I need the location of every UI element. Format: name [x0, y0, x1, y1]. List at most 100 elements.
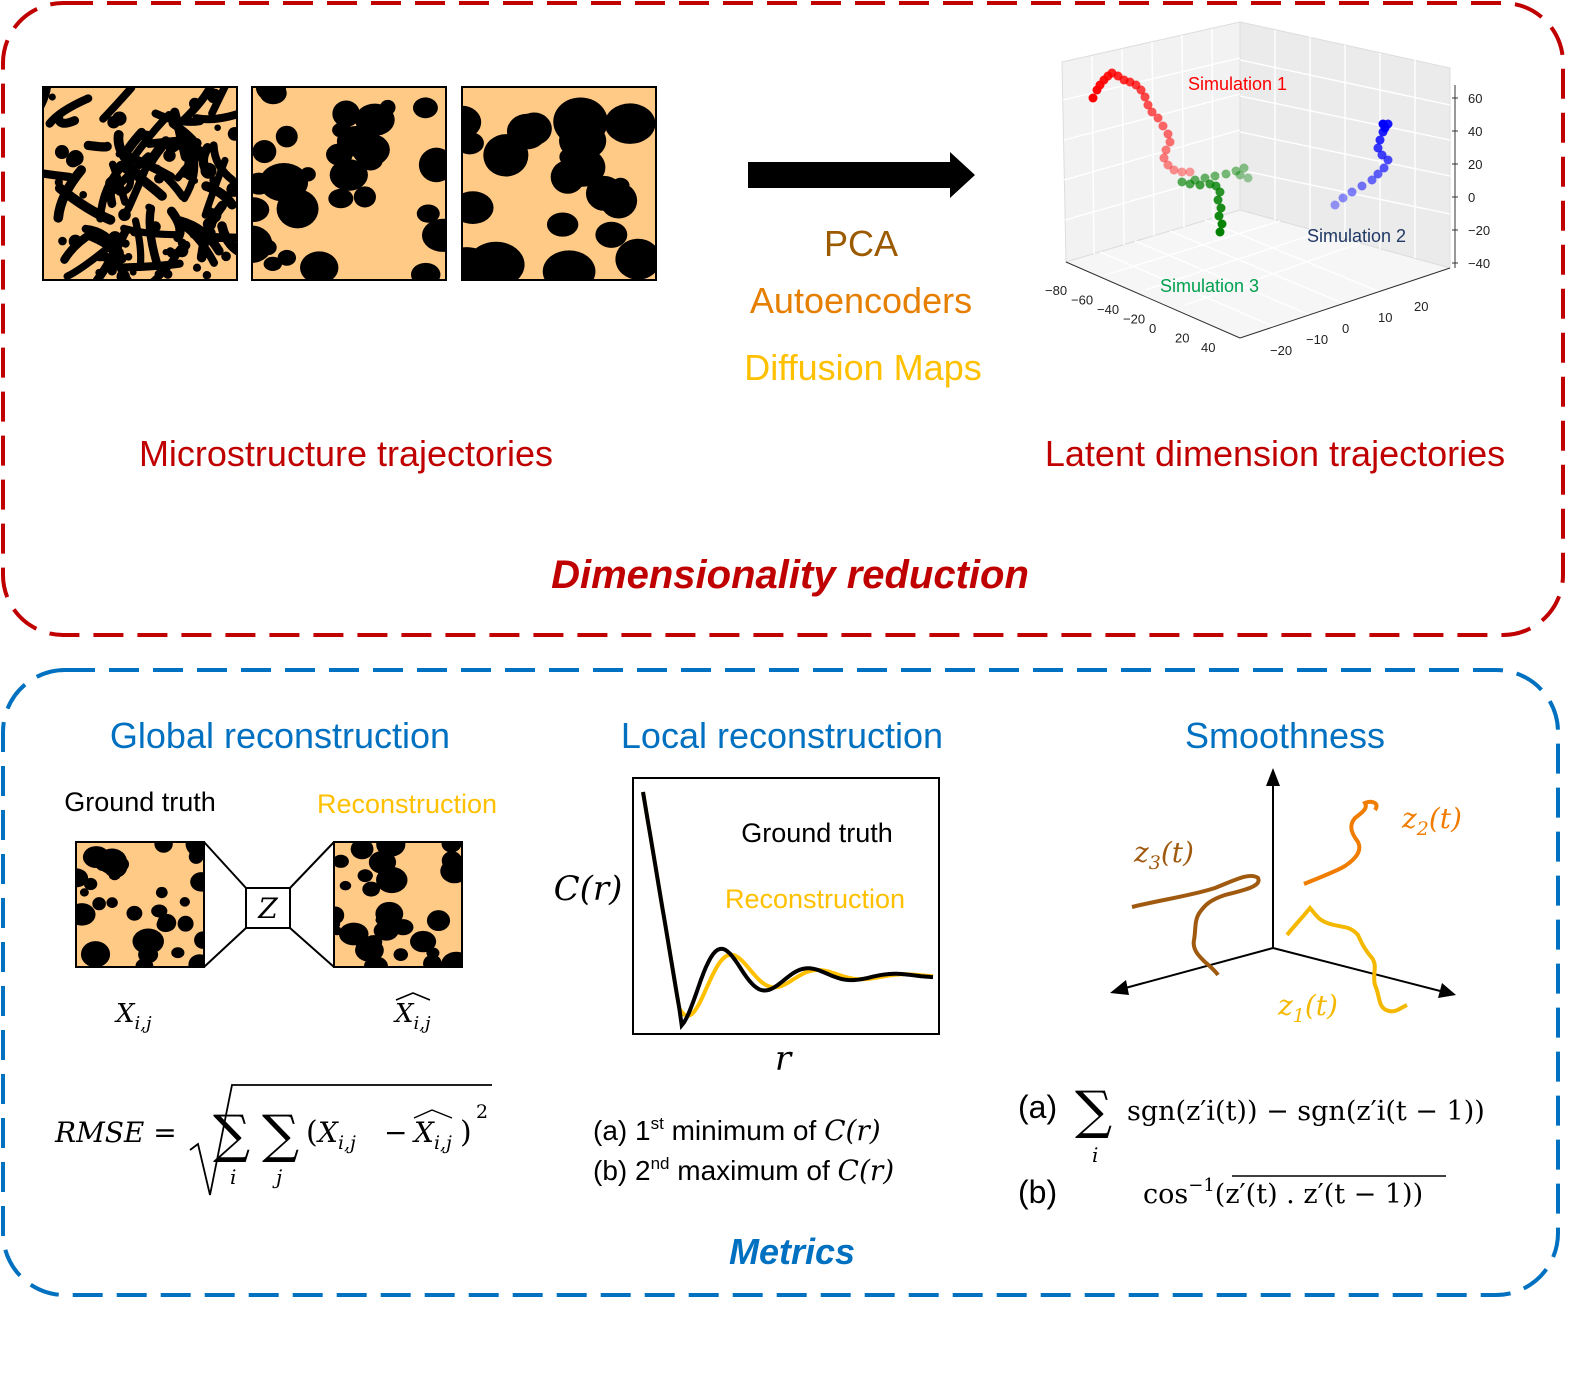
z2-label: z2(t): [1401, 802, 1462, 840]
microstructure-blob: [54, 145, 69, 160]
microstructure-blob: [179, 897, 190, 907]
x-tick-label: 20: [1175, 331, 1189, 346]
method-pca: PCA: [824, 223, 898, 264]
trajectory-point: [1347, 187, 1357, 197]
microstructure-blob: [208, 87, 229, 118]
microstructure-blob: [462, 191, 494, 224]
microstructure-blob: [154, 842, 173, 853]
trajectory-point: [1210, 171, 1220, 181]
microstructure-blob: [351, 133, 390, 166]
microstructure-blob: [163, 149, 176, 162]
microstructure-blob: [126, 905, 143, 921]
trajectory-point: [1163, 129, 1173, 139]
simulation-3-label: Simulation 3: [1160, 276, 1259, 296]
microstructure-blob: [192, 263, 202, 272]
microstructure-blob: [118, 208, 131, 222]
microstructure-blob: [124, 252, 133, 261]
svg-text:(: (: [306, 1115, 318, 1150]
microstructure-blob: [226, 182, 237, 197]
z-tick-label: 40: [1468, 124, 1482, 139]
x-ij-label: Xi,j: [114, 999, 152, 1034]
microstructure-image-2: [251, 86, 447, 281]
microstructure-blob: [83, 877, 98, 891]
trajectory-point: [1216, 203, 1226, 213]
microstructure-blob: [275, 125, 298, 148]
microstructure-blob: [154, 173, 165, 184]
microstructure-blob: [421, 218, 446, 252]
microstructure-blob: [441, 951, 462, 967]
microstructure-blob: [413, 97, 438, 119]
svg-text:Xi,j: Xi,j: [412, 1116, 452, 1154]
trajectory-point: [1383, 119, 1393, 129]
z2-trajectory: [1303, 799, 1379, 886]
svg-text:∑: ∑: [213, 1105, 250, 1165]
svg-text:(a): (a): [1018, 1089, 1057, 1125]
x-tick-label: −60: [1071, 293, 1093, 308]
svg-text:RMSE =: RMSE =: [54, 1116, 177, 1149]
ground-truth-label: Ground truth: [64, 787, 216, 817]
ground-truth-image: [75, 841, 205, 968]
trajectory-point: [1159, 153, 1169, 163]
microstructure-blob: [350, 842, 374, 860]
microstructure-trajectories-caption: Microstructure trajectories: [139, 433, 553, 474]
trajectory-point: [1163, 160, 1173, 170]
microstructure-blob: [171, 947, 185, 959]
trajectory-point: [1205, 179, 1215, 189]
microstructure-blob: [418, 147, 446, 183]
microstructure-blob: [334, 926, 342, 936]
dimensionality-reduction-title: Dimensionality reduction: [551, 553, 1029, 597]
microstructure-blob: [174, 145, 204, 182]
microstructure-blob: [300, 251, 339, 280]
microstructure-blob: [188, 97, 201, 110]
global-reconstruction-heading: Global reconstruction: [110, 715, 450, 756]
microstructure-blob: [227, 127, 237, 141]
microstructure-blob: [129, 268, 137, 276]
z-tick-label: 60: [1468, 91, 1482, 106]
trajectory-point: [1231, 166, 1241, 176]
microstructure-blob: [156, 917, 175, 933]
microstructure-blob: [154, 269, 164, 279]
microstructure-blob: [364, 956, 388, 967]
z1-label: z1(t): [1277, 989, 1338, 1027]
microstructure-blob: [217, 221, 237, 256]
trajectory-point: [1383, 155, 1393, 165]
trajectory-point: [1217, 219, 1227, 229]
rmse-formula: RMSE = ∑ ∑ i j ( Xi,j − Xi,j ) 2: [54, 1084, 492, 1196]
trajectory-point: [1213, 195, 1223, 205]
microstructure-blob: [410, 930, 437, 953]
reconstruction-image: [333, 841, 463, 968]
microstructure-blob: [106, 897, 118, 908]
svg-text:i: i: [1092, 1143, 1098, 1167]
y-tick-label: −20: [1270, 343, 1292, 358]
microstructure-blob: [99, 87, 136, 123]
microstructure-blob: [48, 93, 56, 101]
local-metric-b: (b) 2nd maximum of C(r): [593, 1154, 894, 1187]
microstructure-blob: [361, 870, 373, 881]
microstructure-blob: [202, 270, 212, 280]
microstructure-blob: [65, 153, 81, 168]
trajectory-point: [1200, 173, 1210, 183]
trajectory-point: [1239, 163, 1249, 173]
microstructure-blob: [132, 928, 164, 955]
z-tick-label: −40: [1468, 256, 1490, 271]
microstructure-blob: [263, 256, 282, 271]
trajectory-point: [1165, 137, 1175, 147]
microstructure-blob: [115, 150, 123, 158]
microstructure-blob: [329, 159, 368, 191]
y-axis-ticks: −20 −10 0 10 20: [1270, 299, 1428, 358]
local-reconstruction-heading: Local reconstruction: [621, 715, 943, 756]
microstructure-blob: [354, 103, 395, 136]
microstructure-blob: [129, 226, 140, 237]
plot-legend-ground-truth: Ground truth: [741, 818, 893, 848]
microstructure-blob: [121, 239, 130, 248]
microstructure-blob: [328, 188, 354, 209]
microstructure-blob: [595, 221, 628, 248]
microstructure-blob: [276, 189, 319, 229]
trajectory-point: [1136, 85, 1146, 95]
svg-text:∑: ∑: [1075, 1081, 1112, 1141]
microstructure-blob: [440, 858, 462, 884]
simulation-2-label: Simulation 2: [1307, 226, 1406, 246]
microstructure-blob: [542, 250, 596, 280]
microstructure-blob: [54, 112, 80, 128]
microstructure-blob: [97, 848, 127, 875]
